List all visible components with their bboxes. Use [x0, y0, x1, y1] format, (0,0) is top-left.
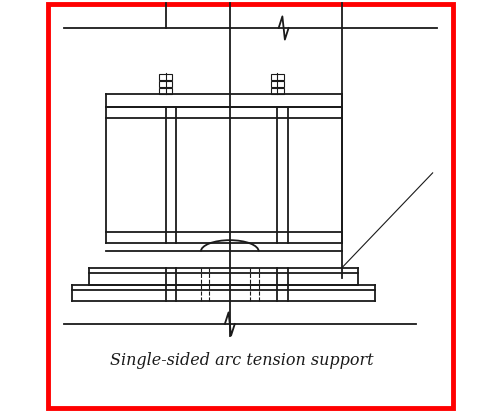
- Bar: [271, 75, 284, 81]
- Bar: [159, 75, 172, 81]
- Text: Single-sided arc tension support: Single-sided arc tension support: [110, 351, 374, 368]
- Bar: [159, 89, 172, 95]
- Bar: [271, 82, 284, 88]
- Bar: [271, 89, 284, 95]
- Bar: [159, 82, 172, 88]
